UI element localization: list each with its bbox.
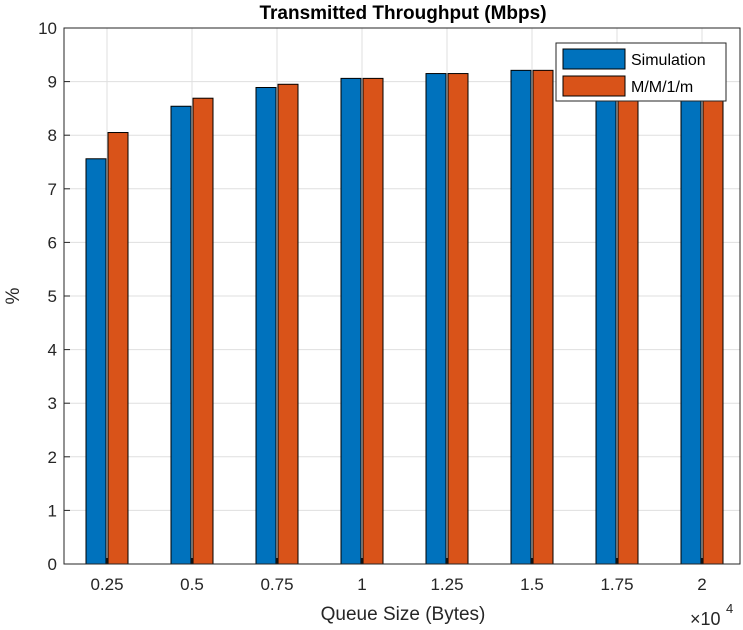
bar-mm1m	[702, 66, 724, 565]
bar-simulation	[340, 77, 362, 565]
y-tick-label: 8	[48, 126, 57, 145]
y-tick-label: 10	[38, 19, 57, 38]
bar-simulation	[595, 68, 617, 565]
y-tick-label: 2	[48, 448, 57, 467]
bar-mm1m	[277, 83, 299, 565]
x-multiplier-exponent: 4	[726, 601, 733, 616]
bar-simulation	[170, 105, 192, 565]
bar-simulation	[425, 73, 447, 565]
x-tick-label: 1.5	[520, 575, 544, 594]
y-tick-label: 1	[48, 501, 57, 520]
x-axis-label: Queue Size (Bytes)	[321, 604, 486, 625]
x-axis-multiplier: ×10 4	[690, 601, 733, 629]
bar-mm1m	[617, 67, 639, 565]
bar-mm1m	[107, 132, 129, 565]
legend-swatch-mm1m	[562, 75, 626, 97]
chart-title: Transmitted Throughput (Mbps)	[259, 3, 546, 24]
legend-label-mm1m: M/M/1/m	[631, 79, 693, 96]
x-tick-label: 1	[357, 575, 366, 594]
x-axis-ticks: 0.25 0.5 0.75 1 1.25 1.5 1.75 2	[90, 558, 707, 594]
x-tick-label: 0.5	[180, 575, 204, 594]
bars	[85, 66, 724, 565]
y-tick-label: 3	[48, 394, 57, 413]
x-tick-label: 1.75	[600, 575, 633, 594]
bar-mm1m	[532, 69, 554, 565]
x-tick-label: 2	[697, 575, 706, 594]
bar-mm1m	[192, 97, 214, 565]
legend-label-simulation: Simulation	[631, 52, 706, 69]
y-tick-label: 4	[48, 341, 57, 360]
bar-simulation	[510, 69, 532, 565]
y-tick-label: 7	[48, 180, 57, 199]
y-tick-label: 9	[48, 73, 57, 92]
bar-simulation	[255, 86, 277, 565]
x-tick-label: 0.25	[90, 575, 123, 594]
x-tick-label: 0.75	[260, 575, 293, 594]
legend: Simulation M/M/1/m	[555, 42, 727, 102]
y-tick-label: 0	[48, 555, 57, 574]
x-tick-label: 1.25	[430, 575, 463, 594]
bar-simulation	[85, 158, 107, 565]
legend-swatch-simulation	[562, 48, 626, 70]
bar-mm1m	[447, 73, 469, 565]
y-axis-ticks: 0 1 2 3 4 5 6 7 8 9 10	[38, 19, 70, 574]
y-tick-label: 5	[48, 287, 57, 306]
y-axis-label: %	[3, 287, 24, 304]
y-tick-label: 6	[48, 233, 57, 252]
bar-mm1m	[362, 77, 384, 565]
bar-simulation	[680, 66, 702, 565]
x-multiplier-base: ×10	[690, 609, 721, 629]
